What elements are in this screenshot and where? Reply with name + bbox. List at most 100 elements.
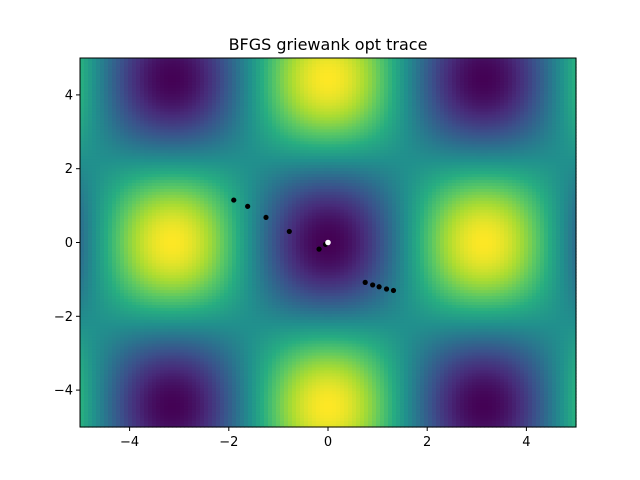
heatmap-cell: [128, 117, 133, 122]
heatmap-cell: [324, 66, 329, 71]
heatmap-cell: [244, 144, 249, 148]
heatmap-cell: [376, 58, 381, 62]
heatmap-cell: [464, 132, 469, 136]
heatmap-cell: [476, 123, 481, 128]
heatmap-cell: [308, 147, 313, 151]
heatmap-cell: [452, 93, 457, 98]
heatmap-cell: [196, 63, 201, 68]
heatmap-cell: [388, 165, 393, 169]
heatmap-cell: [520, 60, 525, 65]
heatmap-cell: [124, 75, 129, 80]
heatmap-cell: [236, 84, 241, 89]
heatmap-cell: [160, 156, 165, 160]
heatmap-cell: [264, 159, 269, 163]
heatmap-cell: [324, 69, 329, 74]
heatmap-cell: [272, 66, 277, 71]
heatmap-cell: [272, 147, 277, 151]
heatmap-cell: [464, 102, 469, 107]
heatmap-cell: [136, 102, 141, 107]
heatmap-cell: [408, 63, 413, 68]
heatmap-cell: [348, 96, 353, 101]
heatmap-cell: [508, 168, 513, 172]
heatmap-cell: [252, 81, 257, 86]
heatmap-cell: [180, 72, 185, 77]
heatmap-cell: [504, 132, 509, 136]
heatmap-cell: [120, 165, 125, 169]
heatmap-cell: [172, 174, 177, 178]
heatmap-cell: [252, 66, 257, 71]
heatmap-cell: [372, 117, 377, 122]
heatmap-cell: [188, 147, 193, 151]
heatmap-cell: [456, 171, 461, 175]
heatmap-cell: [368, 153, 373, 157]
heatmap-cell: [204, 150, 209, 154]
heatmap-cell: [564, 159, 569, 163]
heatmap-cell: [240, 105, 245, 110]
heatmap-cell: [308, 117, 313, 122]
heatmap-cell: [328, 120, 333, 125]
heatmap-cell: [140, 60, 145, 65]
heatmap-cell: [552, 108, 557, 113]
heatmap-cell: [284, 93, 289, 98]
heatmap-cell: [356, 87, 361, 92]
heatmap-cell: [208, 60, 213, 65]
heatmap-cell: [88, 138, 93, 142]
heatmap-cell: [288, 63, 293, 68]
heatmap-cell: [356, 150, 361, 154]
heatmap-cell: [356, 144, 361, 148]
heatmap-cell: [216, 153, 221, 157]
heatmap-cell: [456, 99, 461, 104]
heatmap-cell: [348, 78, 353, 83]
heatmap-cell: [508, 105, 513, 110]
heatmap-cell: [360, 168, 365, 172]
heatmap-cell: [328, 135, 333, 139]
heatmap-cell: [292, 126, 297, 131]
heatmap-cell: [392, 138, 397, 142]
heatmap-cell: [160, 69, 165, 74]
heatmap-cell: [112, 165, 117, 169]
heatmap-cell: [124, 114, 129, 119]
heatmap-cell: [108, 90, 113, 95]
heatmap-cell: [536, 96, 541, 101]
heatmap-cell: [500, 132, 505, 136]
heatmap-cell: [524, 129, 529, 133]
heatmap-cell: [436, 60, 441, 65]
heatmap-cell: [540, 117, 545, 122]
heatmap-cell: [212, 87, 217, 92]
heatmap-cell: [564, 144, 569, 148]
heatmap-cell: [520, 153, 525, 157]
heatmap-cell: [148, 123, 153, 128]
heatmap-cell: [244, 60, 249, 65]
heatmap-cell: [288, 126, 293, 131]
heatmap-cell: [248, 78, 253, 83]
heatmap-cell: [572, 135, 577, 139]
heatmap-cell: [504, 102, 509, 107]
heatmap-cell: [176, 72, 181, 77]
heatmap-cell: [528, 58, 533, 62]
heatmap-cell: [120, 132, 125, 136]
heatmap-cell: [240, 138, 245, 142]
heatmap-cell: [444, 147, 449, 151]
heatmap-cell: [176, 177, 181, 181]
heatmap-cell: [408, 93, 413, 98]
heatmap-cell: [424, 144, 429, 148]
heatmap-cell: [572, 138, 577, 142]
heatmap-cell: [280, 168, 285, 172]
heatmap-cell: [544, 105, 549, 110]
heatmap-cell: [352, 63, 357, 68]
heatmap-cell: [384, 75, 389, 80]
heatmap-cell: [520, 141, 525, 145]
heatmap-cell: [240, 135, 245, 139]
heatmap-cell: [96, 111, 101, 116]
heatmap-cell: [164, 90, 169, 95]
heatmap-cell: [296, 63, 301, 68]
heatmap-cell: [432, 159, 437, 163]
heatmap-cell: [136, 171, 141, 175]
heatmap-cell: [460, 174, 465, 178]
heatmap-cell: [444, 144, 449, 148]
heatmap-cell: [552, 150, 557, 154]
heatmap-cell: [236, 156, 241, 160]
heatmap-cell: [328, 147, 333, 151]
heatmap-cell: [240, 63, 245, 68]
heatmap-cell: [120, 150, 125, 154]
